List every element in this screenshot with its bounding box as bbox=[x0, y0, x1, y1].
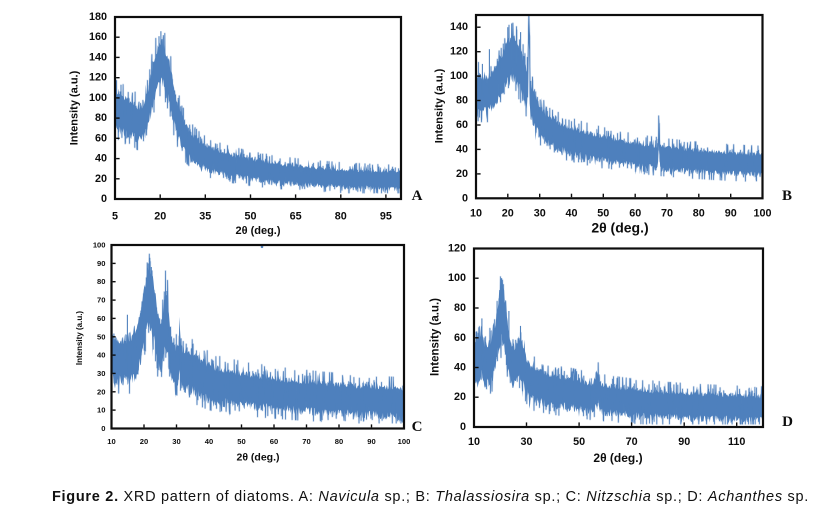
svg-text:Intensity (a.u.): Intensity (a.u.) bbox=[434, 68, 446, 143]
svg-text:B: B bbox=[782, 188, 792, 204]
svg-text:2θ (deg.): 2θ (deg.) bbox=[591, 220, 648, 236]
svg-text:20: 20 bbox=[140, 437, 148, 446]
svg-text:40: 40 bbox=[205, 437, 213, 446]
svg-text:70: 70 bbox=[626, 436, 638, 448]
svg-text:30: 30 bbox=[172, 437, 180, 446]
svg-text:2θ (deg.): 2θ (deg.) bbox=[236, 452, 279, 464]
svg-text:70: 70 bbox=[302, 437, 310, 446]
svg-text:120: 120 bbox=[89, 72, 107, 84]
svg-text:10: 10 bbox=[107, 437, 115, 446]
svg-text:50: 50 bbox=[573, 436, 585, 448]
svg-text:110: 110 bbox=[728, 436, 745, 448]
svg-text:60: 60 bbox=[629, 208, 641, 220]
svg-text:180: 180 bbox=[89, 11, 107, 23]
svg-text:140: 140 bbox=[89, 51, 107, 63]
svg-text:95: 95 bbox=[380, 211, 392, 223]
svg-text:20: 20 bbox=[154, 211, 166, 223]
svg-text:10: 10 bbox=[470, 208, 482, 220]
svg-text:100: 100 bbox=[450, 70, 468, 82]
svg-text:70: 70 bbox=[661, 208, 673, 220]
svg-text:90: 90 bbox=[367, 437, 375, 446]
svg-text:50: 50 bbox=[597, 208, 609, 220]
svg-text:50: 50 bbox=[97, 332, 105, 341]
svg-text:90: 90 bbox=[97, 259, 105, 268]
svg-text:30: 30 bbox=[520, 436, 532, 448]
svg-text:10: 10 bbox=[97, 406, 105, 415]
svg-text:50: 50 bbox=[244, 211, 256, 223]
svg-text:120: 120 bbox=[448, 243, 466, 255]
svg-text:80: 80 bbox=[335, 211, 347, 223]
svg-text:20: 20 bbox=[95, 173, 107, 185]
svg-text:40: 40 bbox=[95, 153, 107, 165]
svg-text:30: 30 bbox=[534, 208, 546, 220]
svg-text:80: 80 bbox=[335, 437, 343, 446]
svg-text:0: 0 bbox=[462, 192, 468, 204]
svg-text:2θ (deg.): 2θ (deg.) bbox=[235, 225, 280, 237]
svg-text:20: 20 bbox=[456, 168, 468, 180]
svg-text:160: 160 bbox=[89, 31, 107, 43]
svg-text:20: 20 bbox=[502, 208, 514, 220]
svg-text:0: 0 bbox=[460, 421, 466, 433]
svg-text:60: 60 bbox=[270, 437, 278, 446]
svg-text:100: 100 bbox=[89, 92, 107, 104]
svg-text:20: 20 bbox=[454, 391, 466, 403]
svg-text:60: 60 bbox=[456, 119, 468, 131]
svg-text:A: A bbox=[412, 188, 423, 204]
svg-text:2θ (deg.): 2θ (deg.) bbox=[593, 451, 642, 465]
svg-text:100: 100 bbox=[398, 437, 411, 446]
svg-text:120: 120 bbox=[450, 46, 468, 58]
svg-text:10: 10 bbox=[468, 436, 480, 448]
svg-text:60: 60 bbox=[454, 332, 466, 344]
svg-text:40: 40 bbox=[97, 351, 105, 360]
svg-text:30: 30 bbox=[97, 369, 105, 378]
svg-text:65: 65 bbox=[290, 211, 302, 223]
svg-text:60: 60 bbox=[97, 314, 105, 323]
svg-text:20: 20 bbox=[97, 387, 105, 396]
svg-text:90: 90 bbox=[678, 436, 690, 448]
svg-text:70: 70 bbox=[97, 296, 105, 305]
svg-text:40: 40 bbox=[454, 362, 466, 374]
svg-text:80: 80 bbox=[97, 277, 105, 286]
svg-text:40: 40 bbox=[565, 208, 577, 220]
svg-text:Intensity (a.u.): Intensity (a.u.) bbox=[430, 298, 442, 376]
svg-text:D: D bbox=[782, 414, 793, 430]
svg-text:140: 140 bbox=[450, 21, 468, 33]
svg-text:40: 40 bbox=[456, 143, 468, 155]
svg-text:Intensity (a.u.): Intensity (a.u.) bbox=[75, 311, 84, 366]
svg-text:0: 0 bbox=[101, 424, 105, 433]
svg-text:100: 100 bbox=[93, 241, 106, 250]
svg-text:60: 60 bbox=[95, 132, 107, 144]
svg-text:C: C bbox=[412, 419, 423, 435]
svg-text:80: 80 bbox=[454, 302, 466, 314]
svg-text:50: 50 bbox=[237, 437, 245, 446]
svg-text:80: 80 bbox=[456, 95, 468, 107]
svg-text:0: 0 bbox=[101, 193, 107, 205]
svg-text:5: 5 bbox=[112, 211, 118, 223]
svg-text:80: 80 bbox=[95, 112, 107, 124]
svg-text:Intensity (a.u.): Intensity (a.u.) bbox=[69, 70, 81, 145]
svg-text:100: 100 bbox=[753, 208, 771, 220]
svg-text:90: 90 bbox=[725, 208, 737, 220]
svg-text:80: 80 bbox=[693, 208, 705, 220]
svg-text:35: 35 bbox=[199, 211, 211, 223]
svg-text:100: 100 bbox=[448, 272, 466, 284]
